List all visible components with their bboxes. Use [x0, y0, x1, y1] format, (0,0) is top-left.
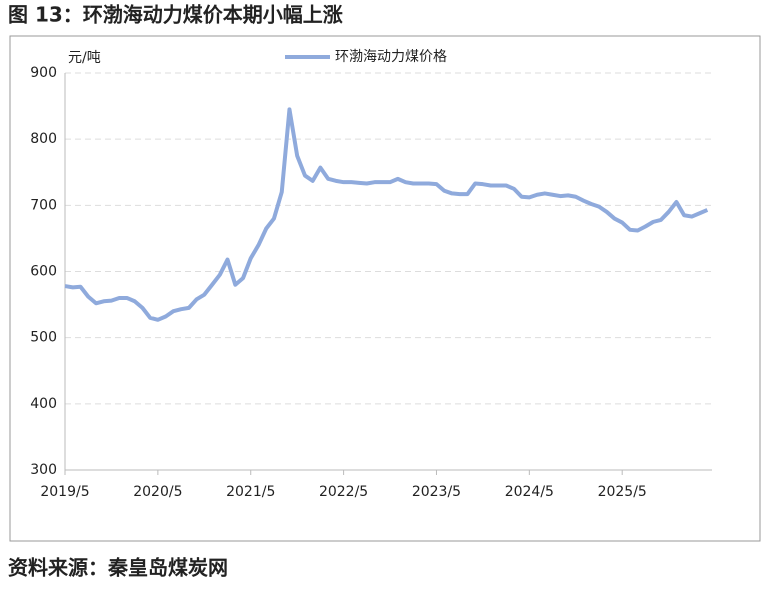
y-axis-label: 元/吨 [68, 50, 101, 66]
x-tick-label: 2024/5 [505, 484, 554, 500]
y-tick-label: 400 [30, 396, 57, 412]
x-tick-label: 2023/5 [412, 484, 461, 500]
frame [9, 35, 761, 542]
chart-title: 图 13：环渤海动力煤价本期小幅上涨 [8, 3, 343, 27]
y-tick-label: 500 [30, 330, 57, 346]
y-tick-label: 900 [30, 65, 57, 81]
x-tick-label: 2019/5 [40, 484, 89, 500]
x-tick-label: 2021/5 [226, 484, 275, 500]
x-tick-label: 2022/5 [319, 484, 368, 500]
y-tick-label: 800 [30, 131, 57, 147]
legend-label: 环渤海动力煤价格 [335, 49, 447, 65]
y-tick-label: 300 [30, 462, 57, 478]
data-line [64, 107, 709, 322]
y-tick-label: 700 [30, 197, 57, 213]
y-tick-label: 600 [30, 264, 57, 280]
x-tick-label: 2025/5 [598, 484, 647, 500]
x-tick-label: 2020/5 [133, 484, 182, 500]
source: 资料来源：秦皇岛煤炭网 [8, 556, 228, 580]
